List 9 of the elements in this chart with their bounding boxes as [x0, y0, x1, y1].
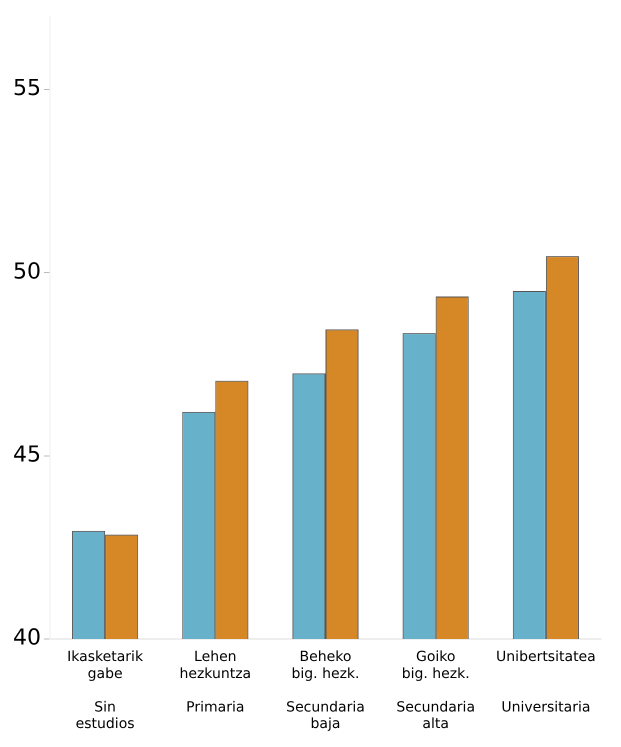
y-tick-label: 40 [12, 626, 41, 651]
y-tick-label: 55 [12, 76, 41, 102]
y-tick-label: 45 [12, 442, 41, 468]
category-label: Ikasketarik gabe Sin estudios [67, 649, 144, 732]
category-label: Goiko big. hezk. Secundaria alta [396, 649, 476, 732]
category-label: Unibertsitatea Universitaria [496, 649, 596, 716]
category-label: Beheko big. hezk. Secundaria baja [286, 649, 365, 732]
y-tick-label: 50 [12, 259, 41, 284]
category-label: Lehen hezkuntza Primaria [179, 649, 252, 716]
